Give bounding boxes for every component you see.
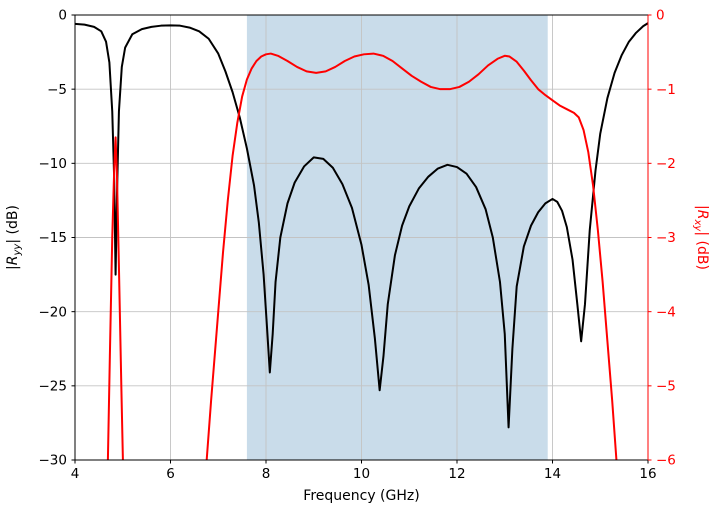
right-tick-label: −5: [656, 378, 676, 394]
right-axis-label: |Rxy| (dB): [692, 205, 710, 270]
right-tick-label: −6: [656, 453, 676, 469]
x-tick-label: 4: [71, 466, 80, 482]
left-tick-label: −20: [39, 304, 68, 320]
left-tick-label: −25: [39, 378, 68, 394]
x-tick-label: 6: [166, 466, 175, 482]
x-tick-label: 12: [448, 466, 465, 482]
left-axis-label: |Ryy| (dB): [5, 205, 23, 270]
x-tick-label: 8: [262, 466, 271, 482]
x-tick-label: 16: [639, 466, 656, 482]
x-axis-label: Frequency (GHz): [303, 488, 419, 504]
ryy-curve: [75, 22, 648, 429]
curves: [75, 22, 648, 460]
left-tick-label: −5: [47, 82, 67, 98]
left-tick-label: 0: [58, 8, 67, 24]
right-tick-label: −2: [656, 156, 676, 172]
x-tick-label: 14: [544, 466, 561, 482]
right-tick-label: 0: [656, 8, 665, 24]
left-tick-label: −10: [39, 156, 68, 172]
left-tick-label: −15: [39, 230, 68, 246]
left-tick-label: −30: [39, 453, 68, 469]
x-tick-label: 10: [353, 466, 370, 482]
right-tick-label: −1: [656, 82, 676, 98]
rxy-curve: [106, 52, 618, 460]
right-tick-label: −4: [656, 304, 676, 320]
right-tick-label: −3: [656, 230, 676, 246]
